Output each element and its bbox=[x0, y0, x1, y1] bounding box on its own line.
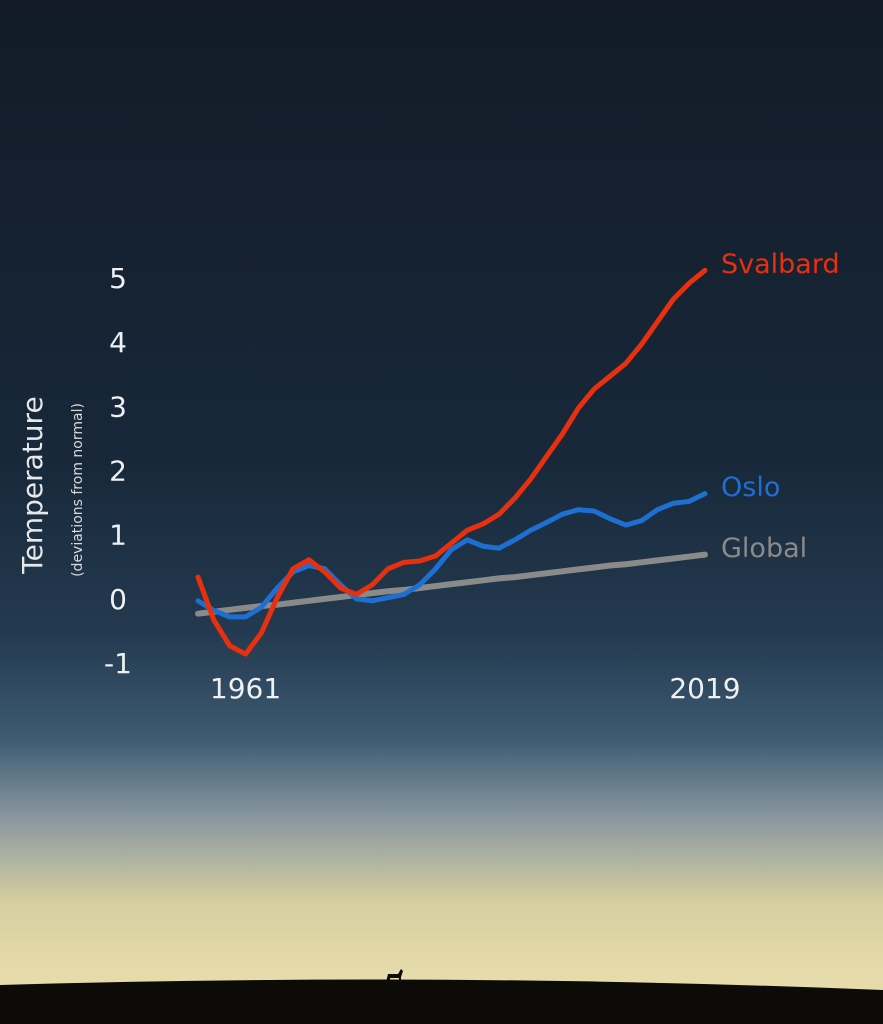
series-line bbox=[195, 491, 708, 620]
y-tick-label: 3 bbox=[109, 390, 127, 423]
x-tick-label: 1961 bbox=[210, 672, 281, 705]
y-tick-label: 0 bbox=[109, 583, 127, 616]
y-tick-label: 1 bbox=[109, 519, 127, 552]
series-label: Svalbard bbox=[721, 249, 840, 280]
series-label: Oslo bbox=[721, 472, 780, 503]
series-line bbox=[195, 551, 708, 617]
y-tick-label: 4 bbox=[109, 326, 127, 359]
reindeer bbox=[386, 969, 403, 982]
y-axis-label: Temperature bbox=[16, 396, 49, 574]
y-tick-label: 2 bbox=[109, 455, 127, 488]
ground bbox=[0, 979, 883, 1024]
series-line bbox=[195, 267, 708, 657]
y-axis-note: (deviations from normal) bbox=[70, 403, 86, 577]
y-tick-label: -1 bbox=[104, 647, 132, 680]
x-tick-label: 2019 bbox=[669, 672, 740, 705]
y-tick-label: 5 bbox=[109, 262, 127, 295]
series-label: Global bbox=[721, 533, 807, 564]
